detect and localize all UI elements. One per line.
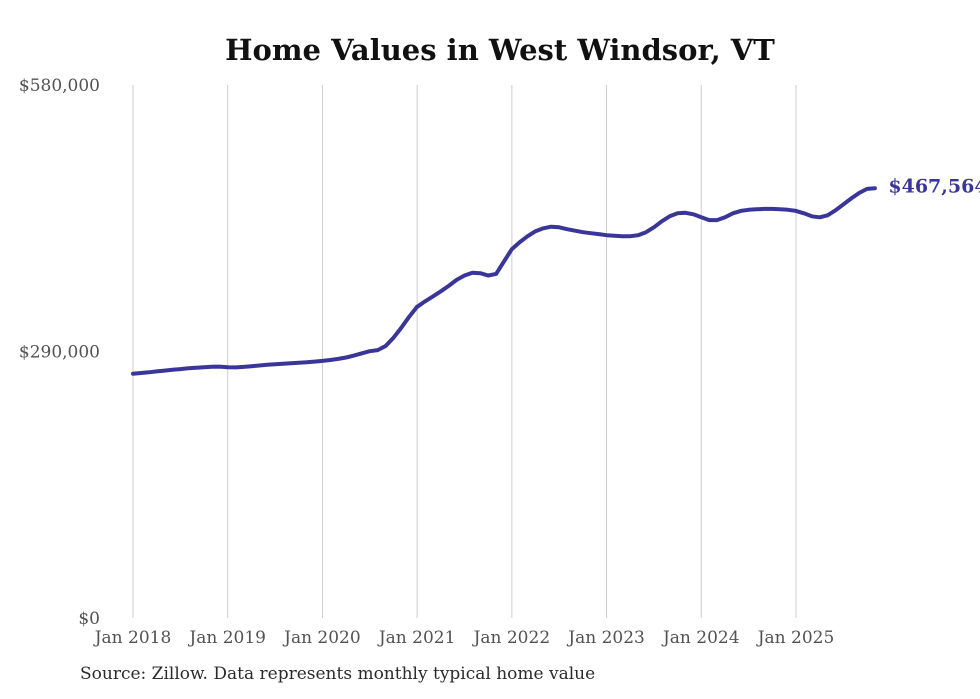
x-axis-tick-label: Jan 2022 (472, 628, 551, 648)
x-axis-tick-label: Jan 2018 (93, 628, 172, 648)
y-axis-tick-labels-group: $0 $290,000 $580,000 (19, 76, 100, 629)
home-value-line-series (131, 186, 877, 376)
y-axis-tick-label: $580,000 (19, 76, 100, 96)
x-axis-tick-label: Jan 2021 (377, 628, 456, 648)
chart-title: Home Values in West Windsor, VT (225, 33, 775, 67)
year-gridlines-group (132, 85, 797, 618)
x-axis-tick-label: Jan 2025 (756, 628, 835, 648)
x-axis-tick-label: Jan 2023 (566, 628, 645, 648)
latest-value-label: $467,564 (888, 175, 980, 197)
source-note: Source: Zillow. Data represents monthly … (80, 664, 595, 684)
x-axis-tick-label: Jan 2020 (282, 628, 361, 648)
y-axis-tick-label: $0 (78, 609, 100, 629)
x-axis-tick-label: Jan 2024 (661, 628, 740, 648)
x-axis-tick-labels-group: Jan 2018 Jan 2019 Jan 2020 Jan 2021 Jan 2022… (93, 628, 835, 648)
y-axis-tick-label: $290,000 (19, 343, 100, 363)
x-axis-tick-label: Jan 2019 (187, 628, 266, 648)
